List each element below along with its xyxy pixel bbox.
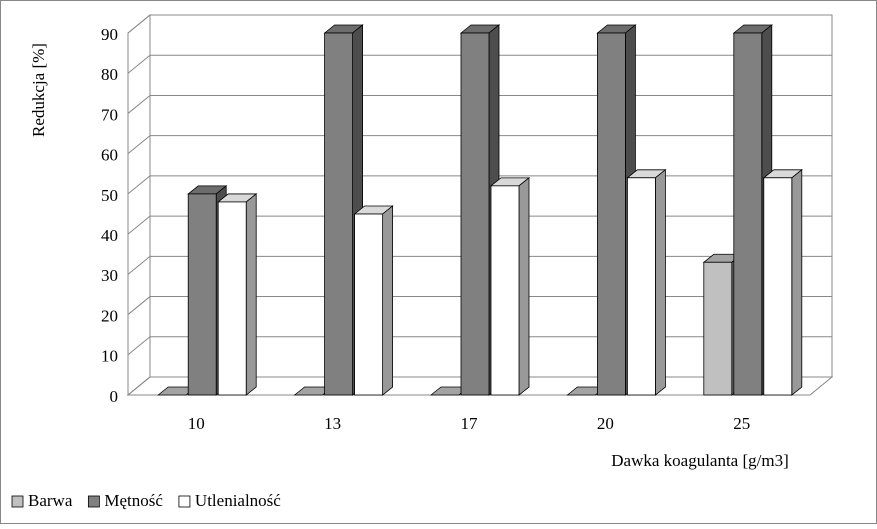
x-axis-title: Dawka koagulanta [g/m3] xyxy=(611,451,789,470)
bar xyxy=(460,32,490,396)
bar xyxy=(490,185,520,396)
y-tick-label: 70 xyxy=(101,105,118,124)
legend-swatch xyxy=(178,495,191,508)
y-tick-label: 40 xyxy=(101,226,118,245)
bar xyxy=(733,32,763,396)
y-tick-label: 0 xyxy=(110,387,119,406)
y-tick-label: 10 xyxy=(101,347,118,366)
legend-label: Utlenialność xyxy=(195,491,281,510)
x-tick-label: 13 xyxy=(324,414,341,433)
y-tick-label: 20 xyxy=(101,306,118,325)
bar xyxy=(187,193,217,396)
bar xyxy=(763,177,793,396)
bar-side xyxy=(791,168,803,396)
bar xyxy=(703,261,733,396)
bar-side xyxy=(382,205,394,396)
bar-side xyxy=(245,193,257,396)
y-axis-title: Redukcja [%] xyxy=(29,43,48,137)
bar-side xyxy=(518,177,530,396)
y-tick-label: 30 xyxy=(101,266,118,285)
side-wall xyxy=(127,13,151,397)
x-tick-label: 25 xyxy=(733,414,750,433)
bar-side xyxy=(655,168,666,396)
legend-label: Barwa xyxy=(28,491,73,510)
bar xyxy=(217,201,247,396)
y-tick-label: 80 xyxy=(101,65,118,84)
y-tick-label: 90 xyxy=(101,25,118,44)
y-tick-label: 50 xyxy=(101,186,118,205)
x-tick-label: 10 xyxy=(188,414,205,433)
bar xyxy=(627,177,656,396)
y-tick-label: 60 xyxy=(101,146,118,165)
legend-swatch xyxy=(11,495,24,508)
grid-line xyxy=(127,14,832,34)
legend-swatch xyxy=(87,495,100,508)
bar xyxy=(354,213,384,396)
x-tick-label: 20 xyxy=(597,414,614,433)
bar xyxy=(324,32,354,396)
x-tick-label: 17 xyxy=(461,414,479,433)
legend-label: Mętność xyxy=(104,491,163,510)
bar xyxy=(597,32,626,396)
